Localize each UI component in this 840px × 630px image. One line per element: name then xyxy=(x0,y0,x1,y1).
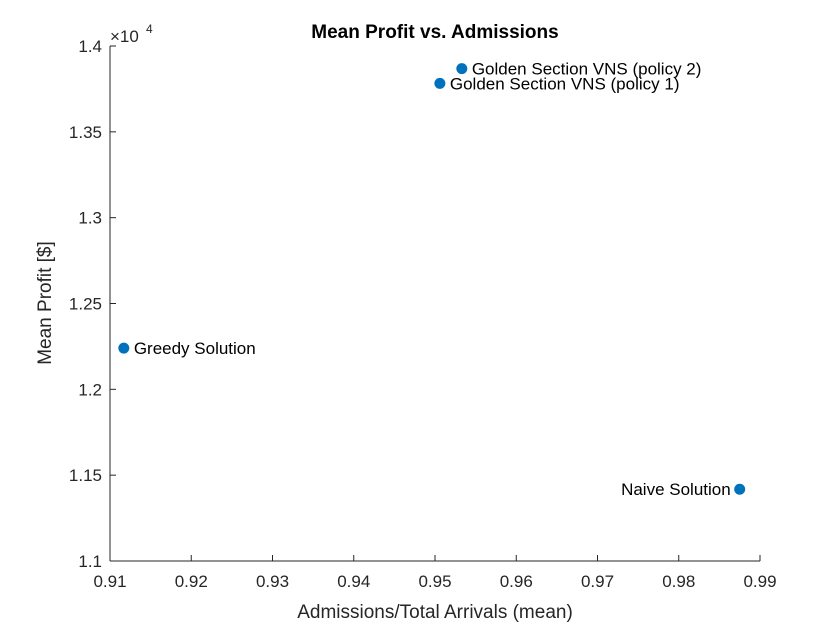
y-tick-label: 1.15 xyxy=(69,466,102,485)
chart-title: Mean Profit vs. Admissions xyxy=(311,22,558,43)
data-point xyxy=(456,63,468,75)
y-tick-label: 1.3 xyxy=(78,209,102,228)
x-tick-label: 0.93 xyxy=(256,572,289,591)
x-tick-label: 0.96 xyxy=(500,572,533,591)
data-point xyxy=(118,342,130,354)
y-tick-label: 1.35 xyxy=(69,123,102,142)
y-tick-label: 1.4 xyxy=(78,37,102,56)
y-tick-label: 1.2 xyxy=(78,380,102,399)
data-point-label: Golden Section VNS (policy 2) xyxy=(472,60,702,79)
data-point-label: Golden Section VNS (policy 1) xyxy=(450,74,680,93)
data-point xyxy=(434,77,446,89)
data-point-label: Greedy Solution xyxy=(134,339,256,358)
x-tick-label: 0.91 xyxy=(93,572,126,591)
data-point xyxy=(734,483,746,495)
y-exponent-power: 4 xyxy=(146,22,153,36)
x-tick-label: 0.97 xyxy=(581,572,614,591)
y-tick-label: 1.25 xyxy=(69,295,102,314)
x-axis-label: Admissions/Total Arrivals (mean) xyxy=(297,602,573,623)
y-ticks: 1.1 1.15 1.2 1.25 1.3 1.35 1.4 xyxy=(69,37,116,571)
y-tick-label: 1.1 xyxy=(78,552,102,571)
data-points: Golden Section VNS (policy 2)Golden Sect… xyxy=(118,60,746,499)
x-tick-label: 0.92 xyxy=(175,572,208,591)
x-tick-label: 0.99 xyxy=(743,572,776,591)
x-tick-label: 0.98 xyxy=(662,572,695,591)
x-tick-label: 0.94 xyxy=(337,572,370,591)
x-tick-label: 0.95 xyxy=(418,572,451,591)
x-ticks: 0.91 0.92 0.93 0.94 0.95 0.96 0.97 0.98 0.99 xyxy=(93,555,777,591)
y-exponent-base: ×10 xyxy=(110,27,139,46)
data-point-label: Naive Solution xyxy=(621,480,731,499)
y-axis-label: Mean Profit [$] xyxy=(35,241,56,365)
